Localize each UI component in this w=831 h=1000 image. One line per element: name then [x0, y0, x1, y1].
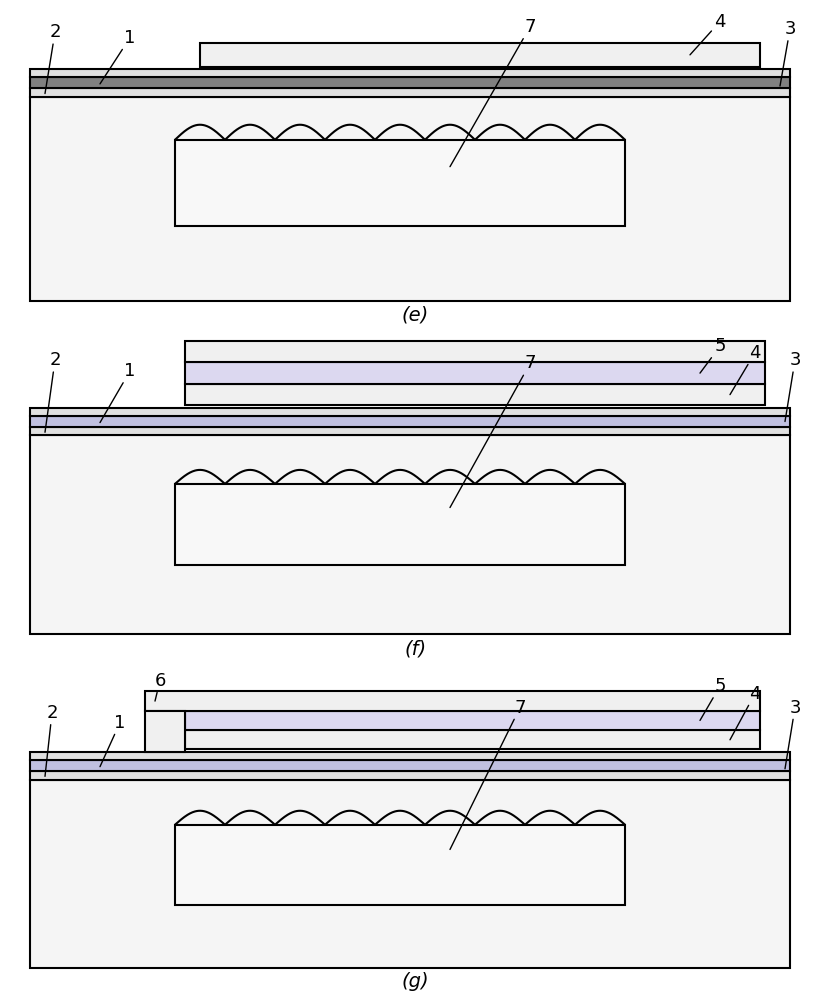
Text: (e): (e)	[402, 306, 429, 325]
Text: 4: 4	[730, 344, 760, 395]
Bar	[30, 408, 790, 416]
Bar	[30, 771, 790, 780]
Text: 5: 5	[700, 677, 725, 720]
Bar	[185, 730, 760, 749]
Bar	[30, 88, 790, 97]
Text: (f): (f)	[405, 639, 426, 658]
Text: 2: 2	[45, 351, 61, 432]
Text: 2: 2	[45, 704, 57, 776]
Bar	[145, 691, 760, 711]
Bar	[30, 427, 790, 435]
Text: 6: 6	[155, 672, 165, 701]
Text: 1: 1	[100, 29, 135, 84]
Bar	[175, 140, 625, 226]
Bar	[30, 77, 790, 88]
Bar	[175, 484, 625, 565]
Text: 3: 3	[785, 351, 801, 422]
Text: 7: 7	[450, 354, 536, 508]
Bar	[30, 752, 790, 760]
Bar	[175, 825, 625, 905]
Bar	[145, 711, 185, 752]
Text: 3: 3	[785, 699, 801, 769]
Text: 7: 7	[450, 699, 526, 849]
Text: (g): (g)	[401, 972, 430, 991]
Text: 5: 5	[700, 337, 725, 373]
Bar	[30, 416, 790, 427]
Text: 1: 1	[100, 714, 125, 767]
Text: 4: 4	[690, 13, 725, 55]
Text: 2: 2	[45, 23, 61, 94]
Bar	[185, 711, 760, 730]
Text: 4: 4	[730, 685, 760, 740]
Bar	[200, 43, 760, 67]
Text: 1: 1	[100, 362, 135, 423]
Bar	[30, 97, 790, 301]
Bar	[185, 384, 765, 405]
Bar	[185, 341, 765, 362]
Bar	[185, 362, 765, 384]
Text: 3: 3	[780, 20, 796, 86]
Bar	[30, 760, 790, 771]
Bar	[30, 435, 790, 634]
Bar	[30, 69, 790, 77]
Text: 7: 7	[450, 18, 536, 167]
Bar	[30, 780, 790, 968]
